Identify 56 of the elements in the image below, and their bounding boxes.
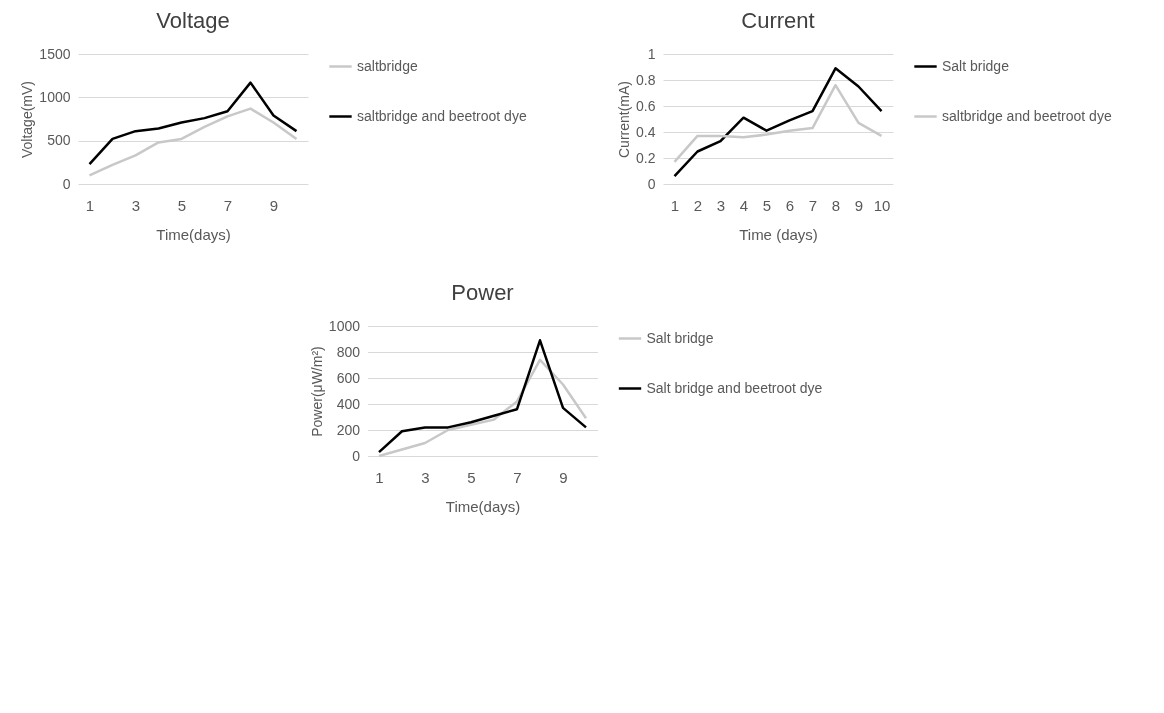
- x-tick-label: 7: [513, 468, 522, 486]
- y-axis-title: Current(mA): [616, 80, 633, 159]
- y-tick-label: 1000: [328, 317, 361, 334]
- y-tick-label: 0.4: [636, 123, 656, 140]
- x-tick-label: 9: [854, 196, 864, 214]
- y-tick-label: 0.8: [636, 71, 656, 88]
- x-axis-title: Time(days): [156, 225, 231, 243]
- x-tick-label: 2: [693, 196, 703, 214]
- x-tick-label: 8: [831, 196, 841, 214]
- x-tick-label: 3: [131, 196, 141, 214]
- x-tick-label: 1: [85, 196, 95, 214]
- x-tick-label: 9: [269, 196, 279, 214]
- x-axis-title: Time(days): [445, 497, 521, 515]
- legend-label: saltbridge: [357, 57, 418, 74]
- x-tick-label: 10: [873, 196, 891, 214]
- line-series: [377, 339, 588, 454]
- x-tick-label: 1: [375, 468, 384, 486]
- x-tick-label: 7: [223, 196, 233, 214]
- line-series: [88, 81, 298, 166]
- y-tick-label: 1000: [39, 88, 71, 105]
- y-tick-label: 0: [62, 175, 71, 192]
- y-tick-label: 200: [336, 421, 361, 438]
- x-tick-label: 5: [177, 196, 187, 214]
- y-tick-label: 0.6: [636, 97, 656, 114]
- legend-label: Salt bridge: [646, 329, 714, 346]
- y-tick-label: 0: [647, 175, 656, 192]
- x-tick-label: 3: [421, 468, 430, 486]
- legend-label: Salt bridge and beetroot dye: [646, 379, 823, 396]
- legend-label: Salt bridge: [942, 57, 1010, 74]
- x-axis-title: Time (days): [739, 225, 818, 243]
- y-tick-label: 800: [336, 343, 361, 360]
- y-tick-label: 1: [647, 45, 656, 62]
- chart-title: Current: [741, 8, 815, 33]
- line-series: [673, 83, 883, 164]
- y-tick-label: 600: [336, 369, 361, 386]
- chart-title: Voltage: [156, 8, 230, 33]
- chart-title: Power: [451, 280, 514, 305]
- y-tick-label: 500: [47, 132, 71, 149]
- x-tick-label: 3: [716, 196, 726, 214]
- y-tick-label: 400: [336, 395, 361, 412]
- y-tick-label: 1500: [39, 45, 71, 62]
- x-tick-label: 4: [739, 196, 749, 214]
- x-tick-label: 6: [785, 196, 795, 214]
- legend-label: saltbridge and beetroot dye: [357, 107, 527, 124]
- x-tick-label: 7: [808, 196, 818, 214]
- legend-label: saltbridge and beetroot dye: [942, 107, 1112, 124]
- x-tick-label: 5: [467, 468, 476, 486]
- y-tick-label: 0: [352, 447, 361, 464]
- y-tick-label: 0.2: [636, 149, 656, 166]
- line-series: [673, 67, 883, 178]
- y-axis-title: Power(μW/m²): [308, 346, 325, 437]
- x-tick-label: 1: [670, 196, 680, 214]
- x-tick-label: 5: [762, 196, 772, 214]
- y-axis-title: Voltage(mV): [19, 80, 36, 159]
- line-series: [88, 107, 298, 177]
- x-tick-label: 9: [559, 468, 568, 486]
